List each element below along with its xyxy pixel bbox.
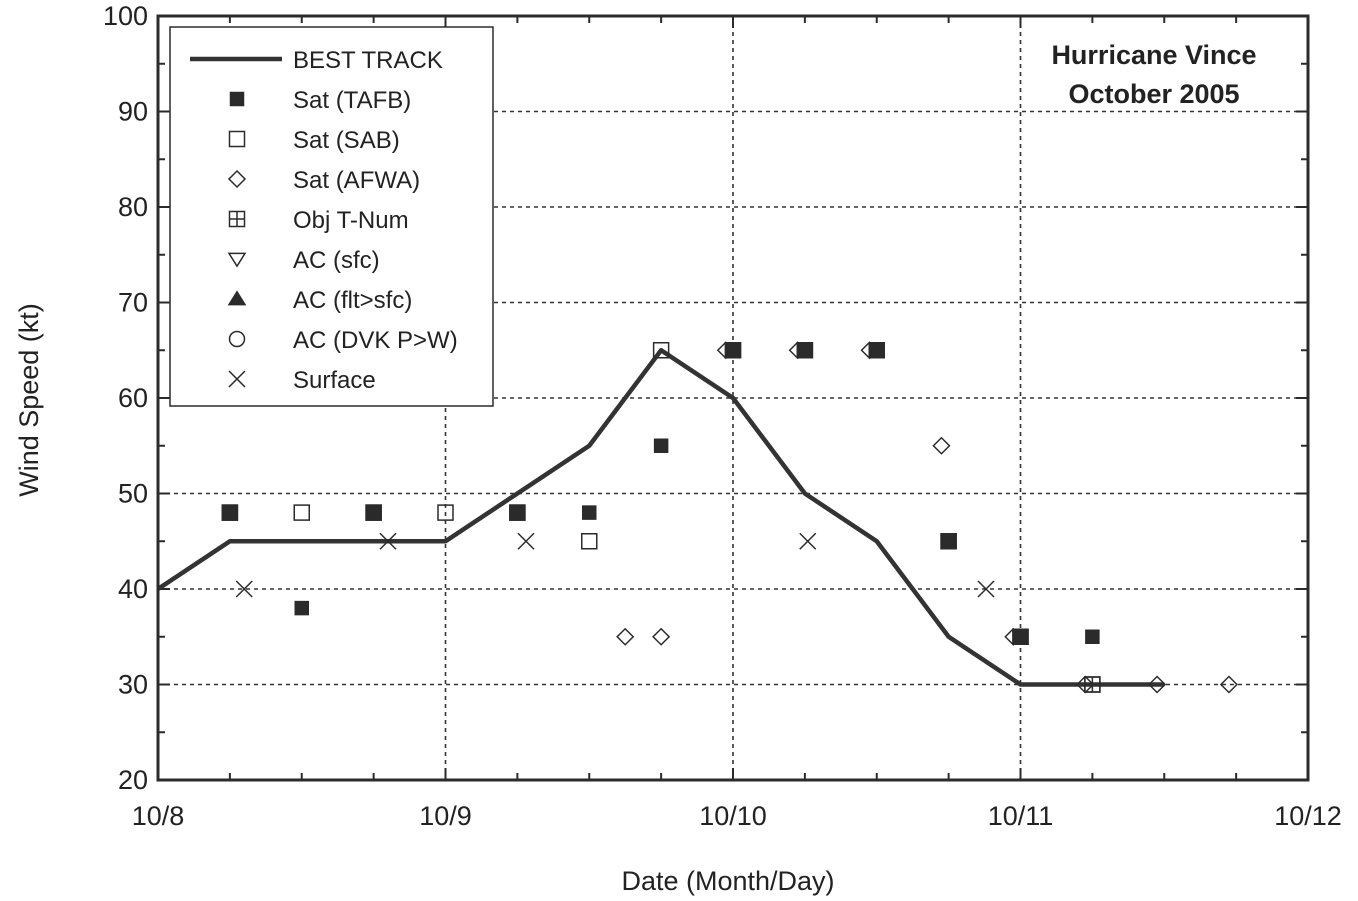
legend-swatch-obj-t-num bbox=[228, 210, 246, 228]
legend-swatch-ac-flt-sfc bbox=[227, 290, 247, 306]
point-sat-tafb bbox=[1085, 629, 1100, 644]
y-tick-label: 80 bbox=[118, 192, 148, 222]
legend-label-surface: Surface bbox=[293, 367, 376, 394]
point-surface bbox=[379, 532, 397, 550]
point-sat-tafb bbox=[294, 600, 309, 616]
point-surface bbox=[517, 532, 535, 550]
y-tick-label: 20 bbox=[118, 765, 148, 795]
x-tick-label: 10/10 bbox=[699, 801, 767, 831]
point-surface bbox=[799, 532, 817, 550]
point-obj-t-num bbox=[868, 342, 885, 359]
legend-swatch-sat-afwa bbox=[227, 169, 247, 189]
y-tick-label: 30 bbox=[118, 670, 148, 700]
legend-swatch-sat-tafb bbox=[229, 91, 245, 107]
point-sat-afwa bbox=[1219, 675, 1238, 694]
plot-frame bbox=[156, 14, 1310, 782]
legend: BEST TRACK Sat (TAFB) Sat (SAB) Sat (AFWA) O… bbox=[169, 26, 494, 407]
point-sat-sab bbox=[652, 342, 670, 359]
point-surface bbox=[977, 580, 995, 598]
point-sat-afwa bbox=[652, 627, 671, 646]
point-obj-t-num bbox=[221, 504, 239, 521]
point-obj-t-num bbox=[1012, 628, 1029, 645]
y-tick-label: 100 bbox=[103, 1, 148, 31]
point-surface bbox=[235, 580, 253, 598]
point-sat-sab bbox=[293, 504, 310, 521]
point-obj-t-num bbox=[1084, 676, 1101, 693]
chart-title: Hurricane Vince bbox=[1051, 40, 1256, 70]
x-tick-label: 10/12 bbox=[1274, 801, 1342, 831]
tick-labels: 10/8 10/9 10/10 10/11 10/12 20 30 40 50 60 70 80 90 1… bbox=[103, 1, 1342, 831]
legend-swatch-ac-dvk-p-w bbox=[228, 330, 246, 348]
point-sat-tafb bbox=[653, 438, 669, 453]
data-layer bbox=[156, 341, 1238, 694]
point-obj-t-num bbox=[796, 342, 814, 359]
legend-box bbox=[169, 26, 494, 407]
y-axis-label: Wind Speed (kt) bbox=[14, 303, 44, 497]
point-sat-sab bbox=[437, 504, 454, 521]
y-tick-label: 60 bbox=[118, 383, 148, 413]
chart-subtitle: October 2005 bbox=[1068, 79, 1239, 109]
series-line-best-track bbox=[156, 348, 1165, 687]
point-obj-t-num bbox=[509, 504, 526, 521]
legend-label-ac-flt-sfc: AC (flt>sfc) bbox=[293, 287, 412, 314]
x-tick-label: 10/8 bbox=[132, 801, 185, 831]
point-sat-afwa bbox=[932, 436, 951, 455]
legend-label-obj-t-num: Obj T-Num bbox=[293, 207, 409, 234]
point-obj-t-num bbox=[365, 504, 382, 521]
point-sat-sab bbox=[581, 533, 598, 550]
legend-swatch-sat-sab bbox=[228, 130, 246, 148]
y-tick-label: 40 bbox=[118, 574, 148, 604]
legend-swatch-surface bbox=[228, 370, 246, 388]
legend-label-sat-tafb: Sat (TAFB) bbox=[293, 87, 411, 114]
x-tick-label: 10/9 bbox=[419, 801, 472, 831]
point-sat-afwa bbox=[1148, 675, 1167, 694]
y-tick-label: 70 bbox=[118, 288, 148, 318]
y-tick-label: 90 bbox=[118, 97, 148, 127]
x-tick-label: 10/11 bbox=[988, 801, 1054, 831]
legend-label-best-track: BEST TRACK bbox=[293, 47, 443, 74]
point-sat-tafb bbox=[582, 505, 597, 520]
legend-label-ac-sfc: AC (sfc) bbox=[293, 247, 380, 274]
point-obj-t-num bbox=[940, 533, 957, 550]
point-obj-t-num bbox=[724, 342, 742, 359]
x-axis-label: Date (Month/Day) bbox=[621, 866, 834, 896]
y-tick-label: 50 bbox=[118, 479, 148, 509]
point-sat-afwa bbox=[616, 627, 635, 646]
legend-swatch-ac-sfc bbox=[227, 252, 247, 268]
legend-label-sat-afwa: Sat (AFWA) bbox=[293, 167, 420, 194]
legend-label-ac-dvk-p-w: AC (DVK P>W) bbox=[293, 327, 458, 354]
legend-label-sat-sab: Sat (SAB) bbox=[293, 127, 400, 154]
